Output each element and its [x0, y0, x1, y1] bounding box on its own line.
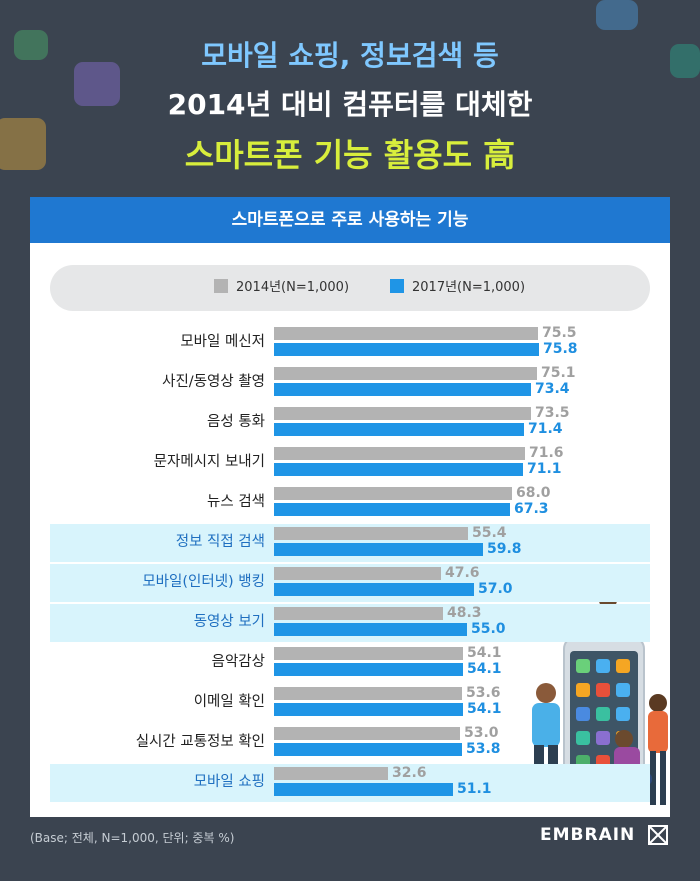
- category-label: 모바일(인터넷) 뱅킹: [142, 574, 265, 590]
- bar-2017: [274, 503, 510, 516]
- value-label-2017: 59.8: [487, 541, 522, 557]
- legend-swatch-2017: [390, 279, 404, 293]
- bar-2017: [274, 383, 531, 396]
- category-label: 음악감상: [211, 654, 265, 670]
- value-label-2014: 73.5: [535, 405, 570, 421]
- legend-label-2014: 2014년(N=1,000): [236, 280, 350, 295]
- header: 모바일 쇼핑, 정보검색 등 2014년 대비 컴퓨터를 대체한 스마트폰 기능…: [0, 0, 700, 195]
- bar-2017: [274, 783, 453, 796]
- camera-app-icon: [0, 118, 46, 170]
- chart-card: 스마트폰으로 주로 사용하는 기능 2014년(N=1,000) 2017년(N…: [30, 197, 670, 817]
- category-label: 실시간 교통정보 확인: [135, 734, 265, 750]
- category-label: 문자메시지 보내기: [153, 454, 265, 470]
- footnote: (Base; 전체, N=1,000, 단위; 중복 %): [30, 831, 235, 845]
- bar-2017: [274, 463, 523, 476]
- legend-item-2014: 2014년(N=1,000): [214, 279, 349, 297]
- value-label-2017: 75.8: [543, 341, 578, 357]
- title-line-3: 스마트폰 기능 활용도 高: [184, 136, 516, 174]
- bar-2014: [274, 767, 388, 780]
- value-label-2017: 71.4: [528, 421, 563, 437]
- value-label-2017: 67.3: [514, 501, 549, 517]
- title-line-2: 2014년 대비 컴퓨터를 대체한: [167, 88, 533, 121]
- bar-2017: [274, 663, 463, 676]
- value-label-2017: 55.0: [471, 621, 506, 637]
- bar-2014: [274, 567, 441, 580]
- bar-2014: [274, 607, 443, 620]
- bar-2017: [274, 423, 524, 436]
- legend: 2014년(N=1,000) 2017년(N=1,000): [50, 265, 650, 311]
- value-label-2014: 75.1: [541, 365, 576, 381]
- value-label-2017: 71.1: [527, 461, 562, 477]
- settings-app-icon: [596, 0, 638, 30]
- value-label-2017: 54.1: [467, 661, 502, 677]
- bar-2017: [274, 703, 463, 716]
- bar-2017: [274, 343, 539, 356]
- value-label-2014: 75.5: [542, 325, 577, 341]
- value-label-2017: 73.4: [535, 381, 570, 397]
- value-label-2014: 48.3: [447, 605, 482, 621]
- value-label-2014: 53.6: [466, 685, 501, 701]
- bar-2014: [274, 327, 538, 340]
- bar-2017: [274, 743, 462, 756]
- bar-2014: [274, 487, 512, 500]
- brand-logo: EMBRAIN: [540, 825, 636, 845]
- category-label: 사진/동영상 촬영: [162, 374, 265, 390]
- value-label-2014: 71.6: [529, 445, 564, 461]
- chart-title: 스마트폰으로 주로 사용하는 기능: [30, 197, 670, 243]
- bar-2014: [274, 687, 462, 700]
- value-label-2017: 54.1: [467, 701, 502, 717]
- chat-app-icon: [14, 30, 48, 60]
- category-label: 뉴스 검색: [207, 494, 265, 510]
- value-label-2014: 47.6: [445, 565, 480, 581]
- value-label-2017: 53.8: [466, 741, 501, 757]
- title-line-1: 모바일 쇼핑, 정보검색 등: [201, 39, 499, 72]
- phone-app-icon: [74, 62, 120, 106]
- value-label-2014: 32.6: [392, 765, 427, 781]
- lock-app-icon: [670, 44, 700, 78]
- bar-2014: [274, 447, 525, 460]
- legend-item-2017: 2017년(N=1,000): [390, 279, 525, 297]
- bar-2017: [274, 543, 483, 556]
- bar-2014: [274, 647, 463, 660]
- bar-2014: [274, 367, 537, 380]
- category-label: 모바일 메신저: [180, 334, 265, 350]
- value-label-2014: 53.0: [464, 725, 499, 741]
- legend-swatch-2014: [214, 279, 228, 293]
- category-label: 음성 통화: [207, 414, 265, 430]
- category-label: 동영상 보기: [193, 614, 265, 630]
- value-label-2014: 68.0: [516, 485, 551, 501]
- phone-illustration: [532, 591, 668, 805]
- value-label-2017: 51.1: [457, 781, 492, 797]
- value-label-2014: 55.4: [472, 525, 507, 541]
- category-label: 이메일 확인: [193, 694, 265, 710]
- bar-2014: [274, 527, 468, 540]
- bar-2014: [274, 407, 531, 420]
- bar-2017: [274, 623, 467, 636]
- brand-mark-icon: [648, 825, 668, 845]
- bar-2017: [274, 583, 474, 596]
- value-label-2014: 54.1: [467, 645, 502, 661]
- bar-2014: [274, 727, 460, 740]
- category-label: 정보 직접 검색: [175, 534, 265, 550]
- legend-label-2017: 2017년(N=1,000): [412, 280, 526, 295]
- value-label-2017: 57.0: [478, 581, 513, 597]
- category-label: 모바일 쇼핑: [193, 774, 265, 790]
